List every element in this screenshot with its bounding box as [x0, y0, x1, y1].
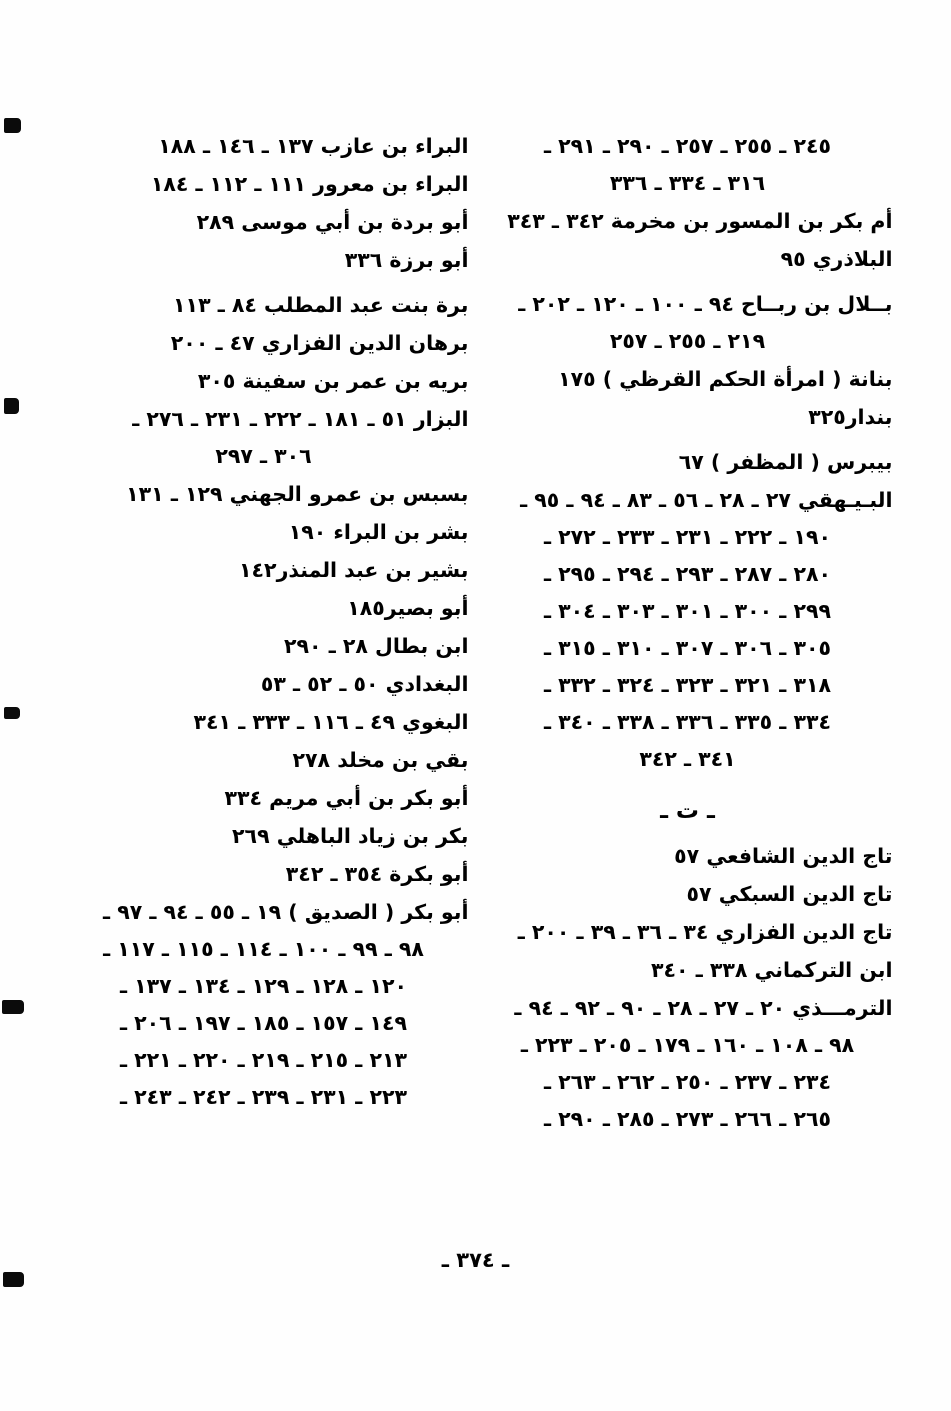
entry-continuation: ٣٣٤ ـ ٣٣٥ ـ ٣٣٦ ـ ٣٣٨ ـ ٣٤٠ ـ — [543, 710, 831, 734]
entry-heading: تاج الدين السبكي ٥٧ — [686, 882, 893, 906]
index-entry: البـيـهقي ٢٧ ـ ٢٨ ـ ٥٦ ـ ٨٣ ـ ٩٤ ـ ٩٥ ـ … — [483, 482, 893, 778]
entry-continuation: ٣١٨ ـ ٣٢١ ـ ٣٢٣ ـ ٣٢٤ ـ ٣٣٢ ـ — [543, 673, 831, 697]
entry-continuation: ٢٢٣ ـ ٢٣١ ـ ٢٣٩ ـ ٢٤٢ ـ ٢٤٣ ـ — [119, 1085, 407, 1109]
entry-continuation: ١٤٩ ـ ١٥٧ ـ ١٨٥ ـ ١٩٧ ـ ٢٠٦ ـ — [119, 1011, 407, 1035]
scan-artifact-mark — [3, 1272, 24, 1287]
index-entry: بسبس بن عمرو الجهني ١٢٩ ـ ١٣١ — [59, 476, 469, 513]
index-entry: بندار٣٢٥ — [483, 399, 893, 436]
index-entry: بنانة ( امرأة الحكم القرظي ) ١٧٥ — [483, 361, 893, 398]
spacer — [483, 437, 893, 444]
entry-heading: بــلال بن ربــاح ٩٤ ـ ١٠٠ ـ ١٢٠ ـ ٢٠٢ ـ — [518, 292, 893, 316]
index-entry: أبو بكر ( الصديق ) ١٩ ـ ٥٥ ـ ٩٤ ـ ٩٧ ـ ٩… — [59, 894, 469, 1116]
index-entry: ابن بطال ٢٨ ـ ٢٩٠ — [59, 628, 469, 665]
entry-heading: ابن بطال ٢٨ ـ ٢٩٠ — [284, 634, 469, 658]
entry-continuation: ٣٠٥ ـ ٣٠٦ ـ ٣٠٧ ـ ٣١٠ ـ ٣١٥ ـ — [543, 636, 831, 660]
entry-heading: البغدادي ٥٠ ـ ٥٢ ـ ٥٣ — [260, 672, 469, 696]
index-entry: تاج الدين السبكي ٥٧ — [483, 876, 893, 913]
entry-heading: تاج الدين الشافعي ٥٧ — [674, 844, 893, 868]
index-entry: البراء بن عازب ١٣٧ ـ ١٤٦ ـ ١٨٨ — [59, 128, 469, 165]
entry-continuation: ٢١٣ ـ ٢١٥ ـ ٢١٩ ـ ٢٢٠ ـ ٢٢١ ـ — [119, 1048, 407, 1072]
index-entry: برهان الدين الفزاري ٤٧ ـ ٢٠٠ — [59, 325, 469, 362]
index-column-right: البراء بن عازب ١٣٧ ـ ١٤٦ ـ ١٨٨ البراء بن… — [59, 128, 469, 1139]
scan-artifact-mark — [4, 398, 19, 414]
entry-continuation: ٢٤٥ ـ ٢٥٥ ـ ٢٥٧ ـ ٢٩٠ ـ ٢٩١ ـ — [543, 134, 831, 158]
entry-heading: البراء بن عازب ١٣٧ ـ ١٤٦ ـ ١٨٨ — [158, 134, 469, 158]
entry-heading: ابن التركماني ٣٣٨ ـ ٣٤٠ — [651, 958, 893, 982]
entry-continuation: ٣٠٦ ـ ٢٩٧ — [215, 444, 312, 468]
index-entry: بريه بن عمر بن سفينة ٣٠٥ — [59, 363, 469, 400]
entry-heading: الترمـــذي ٢٠ ـ ٢٧ ـ ٢٨ ـ ٩٠ ـ ٩٢ ـ ٩٤ ـ — [514, 996, 893, 1020]
entry-heading: أبو برزة ٣٣٦ — [344, 248, 469, 272]
index-entry: بشير بن عبد المنذر١٤٢ — [59, 552, 469, 589]
index-entry: أبو بردة بن أبي موسى ٢٨٩ — [59, 204, 469, 241]
entry-heading: أبو بكر بن أبي مريم ٣٣٤ — [224, 786, 469, 810]
entry-continuation: ٢٨٠ ـ ٢٨٧ ـ ٢٩٣ ـ ٢٩٤ ـ ٢٩٥ ـ — [543, 562, 831, 586]
index-entry: بكر بن زياد الباهلي ٢٦٩ — [59, 818, 469, 855]
entry-heading: بكر بن زياد الباهلي ٢٦٩ — [232, 824, 469, 848]
spacer — [483, 279, 893, 286]
index-entry: البلاذري ٩٥ — [483, 241, 893, 278]
index-entry: بــلال بن ربــاح ٩٤ ـ ١٠٠ ـ ١٢٠ ـ ٢٠٢ ـ … — [483, 286, 893, 360]
entry-heading: البزار ٥١ ـ ١٨١ ـ ٢٢٢ ـ ٢٣١ ـ ٢٧٦ ـ — [132, 407, 469, 431]
scan-artifact-mark — [2, 1000, 24, 1014]
index-entry: البغدادي ٥٠ ـ ٥٢ ـ ٥٣ — [59, 666, 469, 703]
entry-heading: أبو بصير١٨٥ — [347, 596, 469, 620]
index-entry: البراء بن معرور ١١١ ـ ١١٢ ـ ١٨٤ — [59, 166, 469, 203]
index-entry: البغوي ٤٩ ـ ١١٦ ـ ٣٣٣ ـ ٣٤١ — [59, 704, 469, 741]
entry-heading: برة بنت عبد المطلب ٨٤ ـ ١١٣ — [173, 293, 469, 317]
entry-heading: برهان الدين الفزاري ٤٧ ـ ٢٠٠ — [170, 331, 469, 355]
entry-heading: بندار٣٢٥ — [808, 405, 893, 429]
index-entry: البزار ٥١ ـ ١٨١ ـ ٢٢٢ ـ ٢٣١ ـ ٢٧٦ ـ ٣٠٦ … — [59, 401, 469, 475]
entry-continuation: ١٩٠ ـ ٢٢٢ ـ ٢٣١ ـ ٢٣٣ ـ ٢٧٢ ـ — [543, 525, 831, 549]
index-entry: ٢٤٥ ـ ٢٥٥ ـ ٢٥٧ ـ ٢٩٠ ـ ٢٩١ ـ ٣١٦ ـ ٣٣٤ … — [483, 128, 893, 202]
entry-heading: بقي بن مخلد ٢٧٨ — [292, 748, 469, 772]
index-column-left: ٢٤٥ ـ ٢٥٥ ـ ٢٥٧ ـ ٢٩٠ ـ ٢٩١ ـ ٣١٦ ـ ٣٣٤ … — [483, 128, 893, 1139]
entry-heading: بنانة ( امرأة الحكم القرظي ) ١٧٥ — [558, 367, 893, 391]
entry-continuation: ٢٦٥ ـ ٢٦٦ ـ ٢٧٣ ـ ٢٨٥ ـ ٢٩٠ ـ — [543, 1107, 831, 1131]
entry-heading: البغوي ٤٩ ـ ١١٦ ـ ٣٣٣ ـ ٣٤١ — [193, 710, 469, 734]
entry-continuation: ٩٨ ـ ٩٩ ـ ١٠٠ ـ ١١٤ ـ ١١٥ ـ ١١٧ ـ — [103, 937, 424, 961]
entry-continuation: ٣٤١ ـ ٣٤٢ — [639, 747, 736, 771]
index-entry: أبو بكرة ٣٥٤ ـ ٣٤٢ — [59, 856, 469, 893]
index-entry: بشر بن البراء ١٩٠ — [59, 514, 469, 551]
spacer — [59, 280, 469, 287]
entry-heading: تاج الدين الفزاري ٣٤ ـ ٣٦ ـ ٣٩ ـ ٢٠٠ ـ — [517, 920, 893, 944]
index-columns: البراء بن عازب ١٣٧ ـ ١٤٦ ـ ١٨٨ البراء بن… — [0, 128, 951, 1139]
scan-artifact-mark — [4, 707, 20, 719]
index-entry: أبو بكر بن أبي مريم ٣٣٤ — [59, 780, 469, 817]
page-number: ـ ٣٧٤ ـ — [441, 1248, 510, 1272]
index-entry: الترمـــذي ٢٠ ـ ٢٧ ـ ٢٨ ـ ٩٠ ـ ٩٢ ـ ٩٤ ـ… — [483, 990, 893, 1138]
index-entry: بقي بن مخلد ٢٧٨ — [59, 742, 469, 779]
entry-continuation: ٢٣٤ ـ ٢٣٧ ـ ٢٥٠ ـ ٢٦٢ ـ ٢٦٣ ـ — [543, 1070, 831, 1094]
entry-heading: البلاذري ٩٥ — [780, 247, 893, 271]
entry-heading: البراء بن معرور ١١١ ـ ١١٢ ـ ١٨٤ — [150, 172, 469, 196]
index-entry: بيبرس ( المظفر ) ٦٧ — [483, 444, 893, 481]
scan-artifact-mark — [4, 118, 21, 133]
index-entry: تاج الدين الفزاري ٣٤ ـ ٣٦ ـ ٣٩ ـ ٢٠٠ ـ — [483, 914, 893, 951]
index-entry: برة بنت عبد المطلب ٨٤ ـ ١١٣ — [59, 287, 469, 324]
index-entry: ابن التركماني ٣٣٨ ـ ٣٤٠ — [483, 952, 893, 989]
index-entry: أم بكر بن المسور بن مخرمة ٣٤٢ ـ ٣٤٣ — [483, 203, 893, 240]
section-divider-letter-ta: ـ ت ـ — [660, 798, 715, 824]
entry-heading: أبو بكر ( الصديق ) ١٩ ـ ٥٥ ـ ٩٤ ـ ٩٧ ـ — [103, 900, 469, 924]
index-entry: أبو بصير١٨٥ — [59, 590, 469, 627]
entry-heading: أبو بردة بن أبي موسى ٢٨٩ — [196, 210, 469, 234]
entry-continuation: ٣١٦ ـ ٣٣٤ ـ ٣٣٦ — [609, 171, 766, 195]
entry-heading: أم بكر بن المسور بن مخرمة ٣٤٢ ـ ٣٤٣ — [507, 209, 893, 233]
entry-continuation: ١٢٠ ـ ١٢٨ ـ ١٢٩ ـ ١٣٤ ـ ١٣٧ ـ — [119, 974, 407, 998]
entry-heading: أبو بكرة ٣٥٤ ـ ٣٤٢ — [285, 862, 469, 886]
entry-heading: بريه بن عمر بن سفينة ٣٠٥ — [197, 369, 469, 393]
entry-heading: بشير بن عبد المنذر١٤٢ — [239, 558, 469, 582]
entry-heading: البـيـهقي ٢٧ ـ ٢٨ ـ ٥٦ ـ ٨٣ ـ ٩٤ ـ ٩٥ ـ — [520, 488, 893, 512]
index-entry: أبو برزة ٣٣٦ — [59, 242, 469, 279]
entry-continuation: ٩٨ ـ ١٠٨ ـ ١٦٠ ـ ١٧٩ ـ ٢٠٥ ـ ٢٢٣ ـ — [520, 1033, 855, 1057]
entry-heading: بشر بن البراء ١٩٠ — [288, 520, 469, 544]
entry-heading: بيبرس ( المظفر ) ٦٧ — [678, 450, 893, 474]
entry-heading: بسبس بن عمرو الجهني ١٢٩ ـ ١٣١ — [126, 482, 469, 506]
index-entry: تاج الدين الشافعي ٥٧ — [483, 838, 893, 875]
entry-continuation: ٢٩٩ ـ ٣٠٠ ـ ٣٠١ ـ ٣٠٣ ـ ٣٠٤ ـ — [543, 599, 831, 623]
entry-continuation: ٢١٩ ـ ٢٥٥ ـ ٢٥٧ — [609, 329, 766, 353]
